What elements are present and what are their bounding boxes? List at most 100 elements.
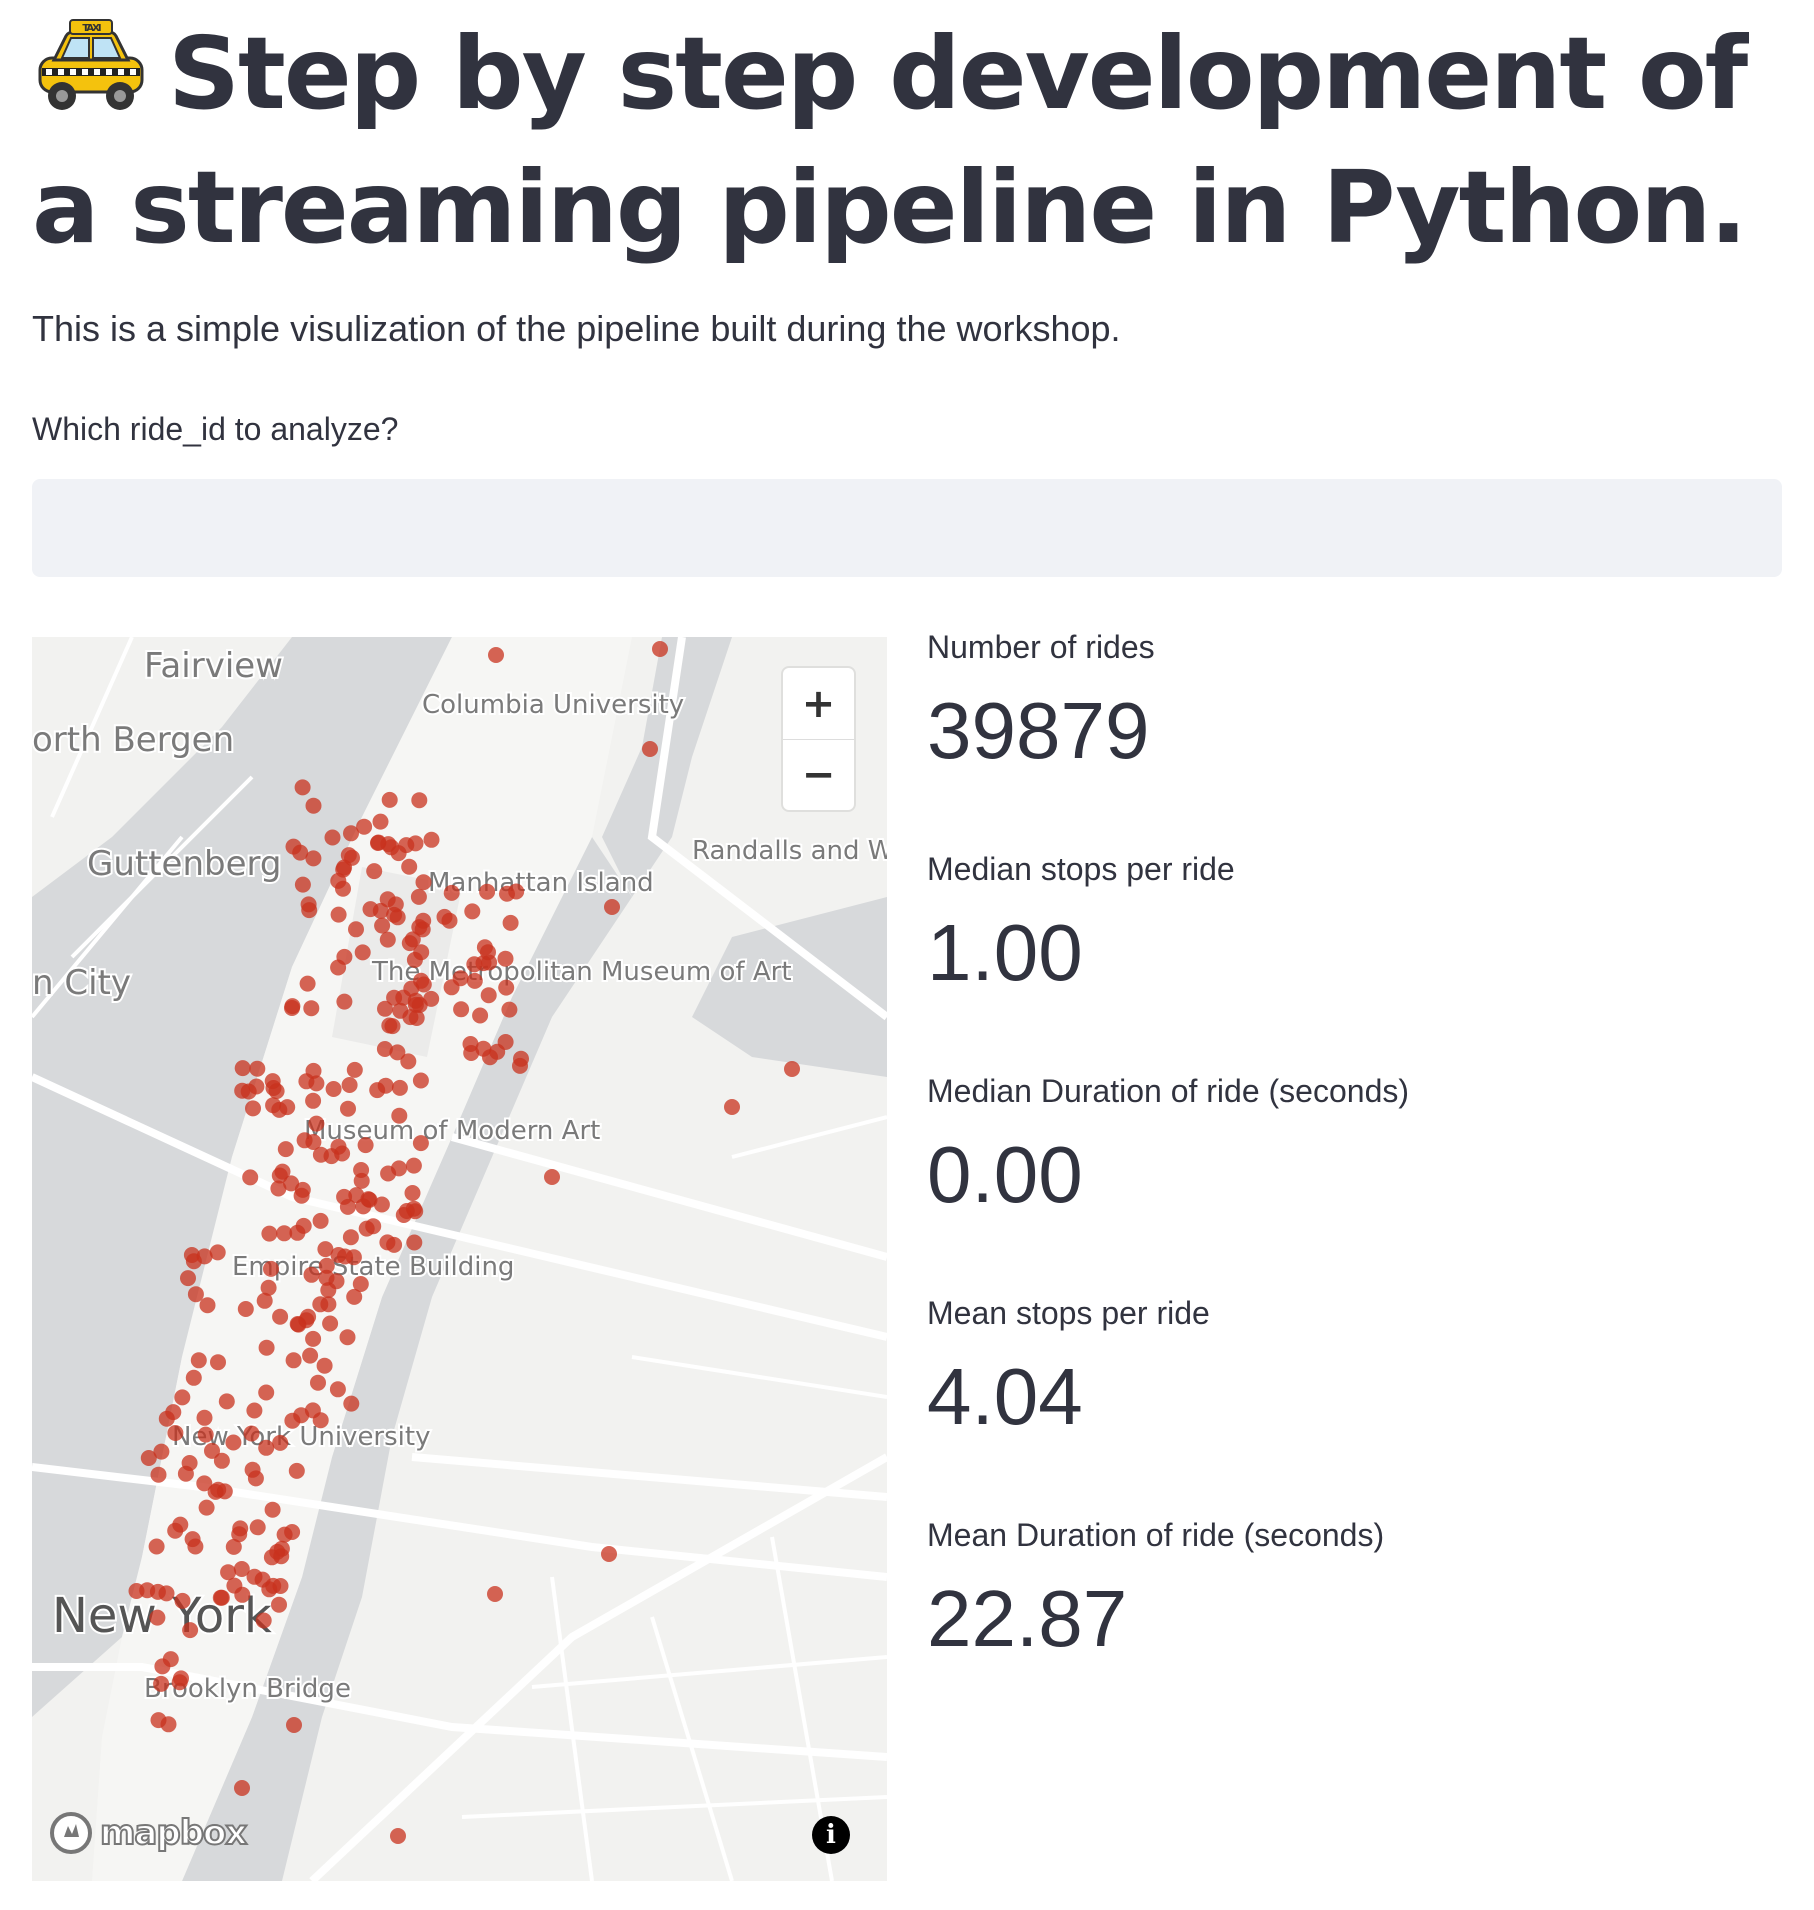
zoom-in-button[interactable]: + xyxy=(801,680,836,727)
ride-point xyxy=(160,1716,177,1733)
ride-point xyxy=(320,1296,337,1313)
ride-point xyxy=(289,1224,306,1241)
ride-point xyxy=(403,980,420,997)
ride-point xyxy=(356,818,373,835)
ride-point xyxy=(389,1044,406,1061)
ride-point xyxy=(263,1260,279,1277)
ride-point xyxy=(303,1266,320,1283)
ride-point xyxy=(386,1236,403,1253)
ride-point xyxy=(139,1582,156,1599)
ride-id-input[interactable] xyxy=(32,479,1782,577)
ride-point xyxy=(272,1308,289,1325)
ride-point xyxy=(234,1780,250,1796)
ride-point xyxy=(277,1141,294,1158)
ride-point xyxy=(390,845,407,862)
ride-point xyxy=(472,1007,489,1024)
ride-point xyxy=(293,1187,310,1204)
ride-point xyxy=(263,1549,280,1566)
ride-point xyxy=(294,779,311,796)
ride-point xyxy=(348,1187,365,1204)
ride-point xyxy=(498,979,515,996)
ride-point xyxy=(180,1270,196,1287)
ride-point xyxy=(249,1060,266,1077)
ride-point xyxy=(276,1526,293,1543)
ride-point xyxy=(312,1412,329,1429)
ride-point xyxy=(158,1585,175,1602)
ride-point xyxy=(272,1578,289,1594)
ride-point xyxy=(358,1220,375,1237)
ride-point xyxy=(249,1519,266,1536)
ride-point xyxy=(330,1138,347,1155)
ride-point xyxy=(270,1180,287,1197)
ride-point xyxy=(369,1082,386,1099)
ride-id-label: Which ride_id to analyze? xyxy=(32,411,399,447)
ride-point xyxy=(324,829,341,846)
ride-point xyxy=(247,1470,264,1487)
ride-point xyxy=(149,1609,166,1626)
ride-point xyxy=(784,1061,800,1077)
ride-point xyxy=(407,996,424,1013)
ride-point xyxy=(336,948,353,965)
ride-point xyxy=(300,896,317,913)
ride-point xyxy=(390,1828,406,1844)
ride-point xyxy=(501,1001,518,1018)
ride-point xyxy=(353,1172,370,1189)
ride-point xyxy=(283,1175,300,1192)
ride-point xyxy=(284,998,301,1015)
ride-point xyxy=(285,1352,302,1369)
ride-point xyxy=(502,914,519,931)
ride-point xyxy=(330,1247,347,1263)
app-main: TAXI Step by step development of a strea… xyxy=(32,0,1782,1881)
ride-point xyxy=(380,1165,397,1182)
metric-value: 4.04 xyxy=(927,1352,1083,1441)
map-label: The Metropolitan Museum of Art xyxy=(371,957,792,987)
ride-point xyxy=(452,970,469,987)
ride-point xyxy=(225,1434,242,1451)
ride-point xyxy=(466,956,483,973)
mapbox-logo-icon xyxy=(50,1812,92,1854)
map-label: Empire State Building xyxy=(232,1252,514,1282)
ride-point xyxy=(303,1000,320,1017)
map-canvas[interactable]: Fairview orth Bergen Guttenberg n City C… xyxy=(32,637,887,1881)
ride-point xyxy=(296,1132,313,1149)
ride-point xyxy=(220,1564,237,1581)
map-view[interactable]: Fairview orth Bergen Guttenberg n City C… xyxy=(32,637,887,1881)
east-river xyxy=(182,837,632,1881)
ride-point xyxy=(233,1561,250,1577)
ride-point xyxy=(158,1410,175,1427)
info-icon[interactable]: i xyxy=(812,1816,850,1854)
intro-text: This is a simple visulization of the pip… xyxy=(32,308,1121,349)
zoom-control: + − xyxy=(783,668,854,810)
ride-point xyxy=(305,1092,322,1109)
ride-point xyxy=(377,1000,393,1017)
ride-point xyxy=(352,1276,369,1292)
metric-label: Median stops per ride xyxy=(927,851,1235,887)
mapbox-logo[interactable]: mapbox xyxy=(48,1807,248,1859)
ride-point xyxy=(480,944,496,961)
metric-label: Number of rides xyxy=(927,629,1155,665)
ride-point xyxy=(436,908,453,925)
ride-point xyxy=(372,813,389,830)
ride-point xyxy=(464,903,481,920)
ride-point xyxy=(423,990,440,1007)
ride-point xyxy=(376,1041,393,1057)
ride-point xyxy=(210,1481,227,1498)
ride-point xyxy=(340,1100,356,1117)
ride-point xyxy=(312,1146,329,1163)
ride-point xyxy=(604,899,620,915)
ride-point xyxy=(462,1036,479,1052)
zoom-out-button[interactable]: − xyxy=(783,739,854,810)
ride-point xyxy=(724,1099,740,1115)
metric-value: 39879 xyxy=(927,686,1150,775)
ride-point xyxy=(489,1043,506,1060)
metric-value: 1.00 xyxy=(927,908,1083,997)
ride-point xyxy=(423,831,440,848)
ride-point xyxy=(310,1374,326,1391)
ride-point xyxy=(330,906,347,923)
ride-point xyxy=(343,825,359,842)
ride-point xyxy=(289,1316,306,1332)
ride-point xyxy=(276,1225,293,1242)
ride-point xyxy=(153,1675,170,1692)
ride-point xyxy=(308,1115,325,1132)
ride-point xyxy=(245,1100,261,1117)
